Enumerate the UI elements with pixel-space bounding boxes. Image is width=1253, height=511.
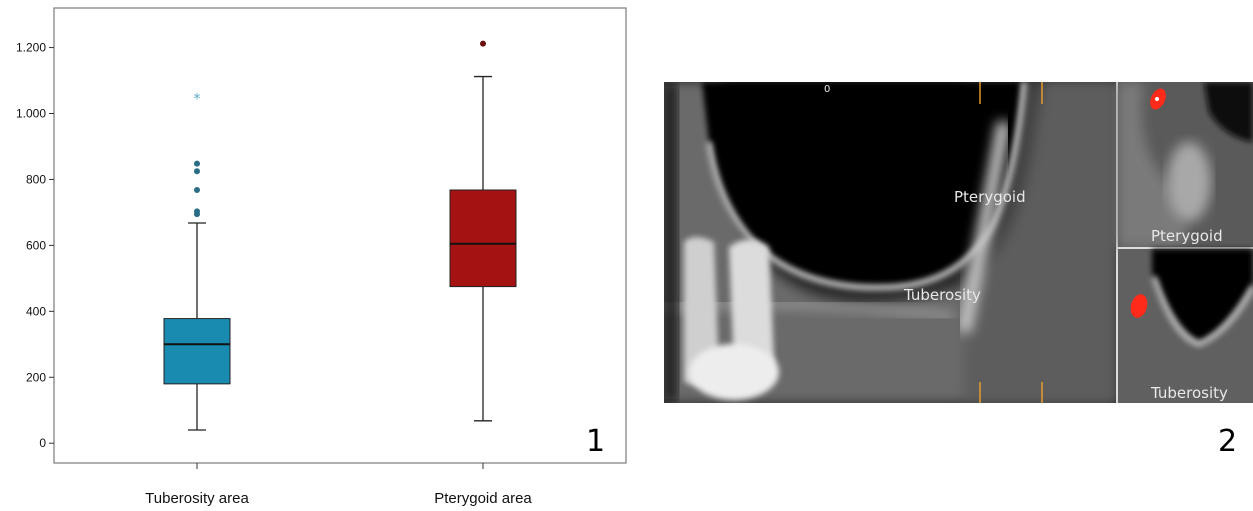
panel-number-2: 2 (1218, 424, 1238, 459)
outlier-point (194, 168, 200, 175)
plot-frame (53, 7, 627, 464)
box-iqr (449, 189, 517, 288)
x-tick-label: Tuberosity area (145, 490, 249, 507)
y-tick-label: 1.000 (16, 107, 46, 121)
extreme-point: * (194, 92, 201, 108)
x-axis: Tuberosity area Pterygoid area (145, 463, 532, 507)
x-tick-label: Pterygoid area (434, 490, 532, 507)
y-tick-label: 600 (26, 238, 46, 252)
y-tick-label: 0 (39, 436, 46, 450)
plot-border (53, 7, 627, 464)
outlier-point (480, 40, 486, 47)
box-series: * (163, 40, 517, 431)
ct-scan-image: 0 Pterygoid Tuberosity Pterygoid Tuberos… (664, 82, 1253, 403)
box-iqr (163, 318, 231, 385)
outlier-point (194, 187, 200, 193)
panel-number-1: 1 (586, 424, 606, 459)
y-axis: 0 200 400 600 800 1.000 1.200 (16, 41, 54, 450)
y-tick-label: 800 (26, 172, 46, 186)
ct-inset-pterygoid: Pterygoid (1118, 82, 1253, 247)
y-tick-label: 1.200 (16, 41, 46, 55)
y-tick-label: 400 (26, 304, 46, 318)
box-plot-chart: 0 200 400 600 800 1.000 1.200 * Tuberosity are… (16, 7, 627, 507)
y-tick-label: 200 (26, 370, 46, 384)
ct-top-marker: 0 (824, 84, 830, 95)
ct-main-view: 0 Pterygoid Tuberosity (664, 82, 1116, 403)
ct-label-pterygoid: Pterygoid (954, 188, 1026, 206)
inset-label-pterygoid: Pterygoid (1151, 227, 1223, 245)
marker-tuberosity (1130, 294, 1148, 318)
ct-label-tuberosity: Tuberosity (903, 286, 981, 304)
inset-label-tuberosity: Tuberosity (1150, 384, 1228, 402)
ct-inset-tuberosity: Tuberosity (1118, 249, 1253, 403)
outlier-point (194, 160, 200, 167)
outlier-point (194, 208, 200, 215)
